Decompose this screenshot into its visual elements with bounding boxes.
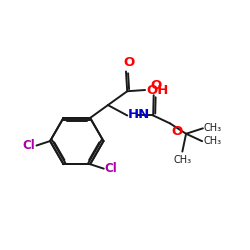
- Text: CH₃: CH₃: [173, 154, 192, 164]
- Text: O: O: [150, 79, 161, 92]
- Text: Cl: Cl: [23, 139, 36, 152]
- Text: CH₃: CH₃: [203, 136, 221, 146]
- Text: O: O: [123, 56, 134, 68]
- Text: OH: OH: [146, 84, 169, 96]
- Text: HN: HN: [128, 108, 150, 121]
- Text: O: O: [171, 125, 182, 138]
- Text: Cl: Cl: [105, 162, 118, 175]
- Text: CH₃: CH₃: [204, 123, 222, 133]
